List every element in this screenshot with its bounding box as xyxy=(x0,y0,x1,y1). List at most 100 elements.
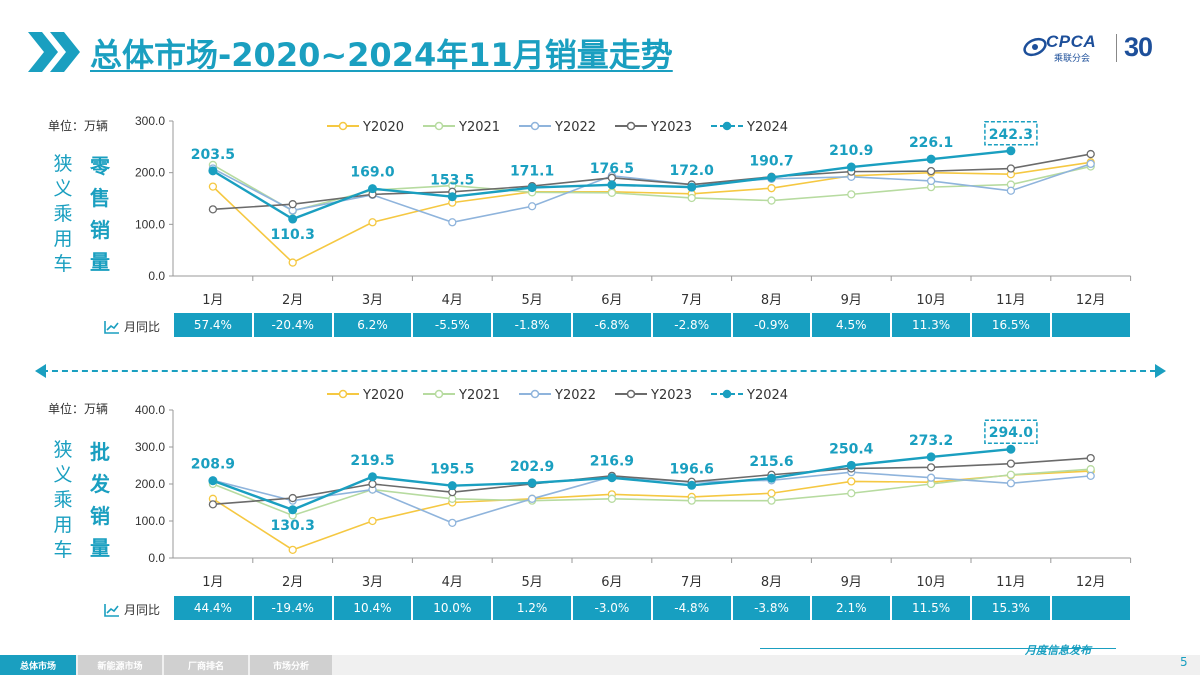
retail-data-label: 203.5 xyxy=(191,147,235,163)
retail-point xyxy=(1006,146,1016,156)
retail-x-tick-label: 9月 xyxy=(841,293,862,308)
retail-x-tick-label: 12月 xyxy=(1076,293,1106,308)
retail-point xyxy=(288,200,297,209)
wholesale-x-tick-label: 8月 xyxy=(761,575,782,590)
wholesale-legend-label: Y2023 xyxy=(650,388,692,403)
retail-series-line xyxy=(212,161,1091,264)
wholesale-data-label: 294.0 xyxy=(989,425,1034,441)
retail-data-label: 210.9 xyxy=(829,143,873,159)
wholesale-point xyxy=(368,479,377,489)
retail-yoy-label: 月同比 xyxy=(104,318,160,335)
wholesale-side-label-2: 批发销量 xyxy=(90,440,110,560)
retail-x-tick-label: 11月 xyxy=(996,293,1026,308)
retail-x-tick-label: 7月 xyxy=(681,293,702,308)
retail-x-tick-label: 4月 xyxy=(442,293,463,308)
trend-chart-icon xyxy=(104,320,119,334)
wholesale-point xyxy=(208,476,218,486)
cpca-emblem-icon xyxy=(1023,37,1047,57)
retail-data-label: 169.0 xyxy=(350,165,395,181)
wholesale-y-tick-label: 0.0 xyxy=(148,551,165,565)
retail-point xyxy=(368,218,377,227)
wholesale-yoy-cell: -19.4% xyxy=(253,596,332,620)
retail-yoy-cell: 4.5% xyxy=(812,313,891,337)
retail-series-line xyxy=(212,163,1091,224)
anniversary-logo: 30 xyxy=(1124,32,1153,62)
retail-x-tick-label: 3月 xyxy=(362,293,383,308)
wholesale-point xyxy=(687,496,696,505)
wholesale-data-label: 219.5 xyxy=(350,453,394,469)
wholesale-y-tick-label: 400.0 xyxy=(135,403,165,417)
wholesale-point xyxy=(767,496,776,505)
retail-legend-label: Y2023 xyxy=(650,120,692,135)
wholesale-point xyxy=(447,481,457,491)
retail-x-tick-label: 1月 xyxy=(202,293,223,308)
wholesale-x-tick-label: 3月 xyxy=(362,575,383,590)
wholesale-yoy-label: 月同比 xyxy=(104,601,160,618)
wholesale-point xyxy=(1086,471,1095,481)
divider-right-arrow-icon xyxy=(1155,364,1166,378)
retail-unit-label: 单位：万辆 xyxy=(48,119,109,133)
retail-point xyxy=(448,218,457,227)
wholesale-yoy-text: 月同比 xyxy=(124,603,161,617)
wholesale-y-tick-label: 300.0 xyxy=(135,440,165,454)
wholesale-series-line xyxy=(212,468,1091,517)
wholesale-point xyxy=(448,518,457,527)
wholesale-point xyxy=(208,500,218,509)
retail-point xyxy=(447,192,457,202)
wholesale-x-tick-label: 2月 xyxy=(282,575,303,590)
wholesale-point xyxy=(1086,453,1095,463)
wholesale-point xyxy=(1006,479,1016,488)
wholesale-point xyxy=(687,480,697,490)
retail-x-tick-label: 5月 xyxy=(521,293,542,308)
retail-point xyxy=(1006,164,1016,173)
wholesale-yoy-cell xyxy=(1051,596,1130,620)
retail-side-label-2: 零售销量 xyxy=(90,154,110,274)
chevron-arrows-icon xyxy=(28,32,80,72)
logo-subtitle: 乘联分会 xyxy=(1054,54,1091,64)
retail-side-label-1: 狭义乘用车 xyxy=(53,153,73,275)
wholesale-y-tick-label: 200.0 xyxy=(135,477,165,491)
retail-yoy-cell: 16.5% xyxy=(972,313,1050,337)
retail-point xyxy=(288,214,298,224)
wholesale-point xyxy=(847,489,856,498)
trend-chart-icon xyxy=(104,603,119,617)
wholesale-legend-marker xyxy=(722,389,732,399)
retail-legend-label: Y2021 xyxy=(458,120,500,135)
retail-y-tick-label: 200.0 xyxy=(135,166,165,180)
tab-market-analysis[interactable]: 市场分析 xyxy=(250,655,332,675)
retail-legend-marker xyxy=(530,121,540,131)
wholesale-point xyxy=(767,489,776,498)
retail-point xyxy=(527,202,537,211)
wholesale-point xyxy=(926,452,936,462)
wholesale-y-tick-label: 100.0 xyxy=(135,514,165,528)
tab-oem-ranking[interactable]: 厂商排名 xyxy=(164,655,248,675)
tab-overall-market[interactable]: 总体市场 xyxy=(0,655,76,675)
wholesale-point xyxy=(767,473,776,483)
retail-point xyxy=(687,182,697,192)
wholesale-yoy-cell: 15.3% xyxy=(972,596,1050,620)
wholesale-data-label: 273.2 xyxy=(909,433,953,449)
cpca-logo: CPCA 乘联分会 xyxy=(1022,32,1112,68)
wholesale-yoy-cell: 10.4% xyxy=(333,596,412,620)
wholesale-x-tick-label: 12月 xyxy=(1076,575,1106,590)
tab-nev-market[interactable]: 新能源市场 xyxy=(78,655,162,675)
section-divider xyxy=(42,370,1156,372)
wholesale-yoy-cell: -3.8% xyxy=(732,596,811,620)
retail-data-label: 242.3 xyxy=(989,127,1033,143)
wholesale-side-label-1: 狭义乘用车 xyxy=(53,439,73,561)
wholesale-data-label: 215.6 xyxy=(749,454,793,470)
retail-highlight-box xyxy=(984,121,1038,146)
wholesale-data-label: 250.4 xyxy=(829,441,874,457)
wholesale-yoy-cell: 1.2% xyxy=(493,596,571,620)
wholesale-legend-label: Y2021 xyxy=(458,388,500,403)
wholesale-x-tick-label: 4月 xyxy=(442,575,463,590)
wholesale-x-tick-label: 10月 xyxy=(916,575,946,590)
wholesale-point xyxy=(368,472,377,482)
retail-series-line xyxy=(212,164,1091,212)
retail-yoy-cell xyxy=(1051,313,1130,337)
wholesale-highlight-box xyxy=(984,419,1038,444)
retail-yoy-cell: -6.8% xyxy=(573,313,651,337)
wholesale-point xyxy=(926,473,936,482)
retail-legend-marker xyxy=(626,121,636,131)
page-title: 总体市场-2020~2024年11月销量走势 xyxy=(90,36,673,74)
